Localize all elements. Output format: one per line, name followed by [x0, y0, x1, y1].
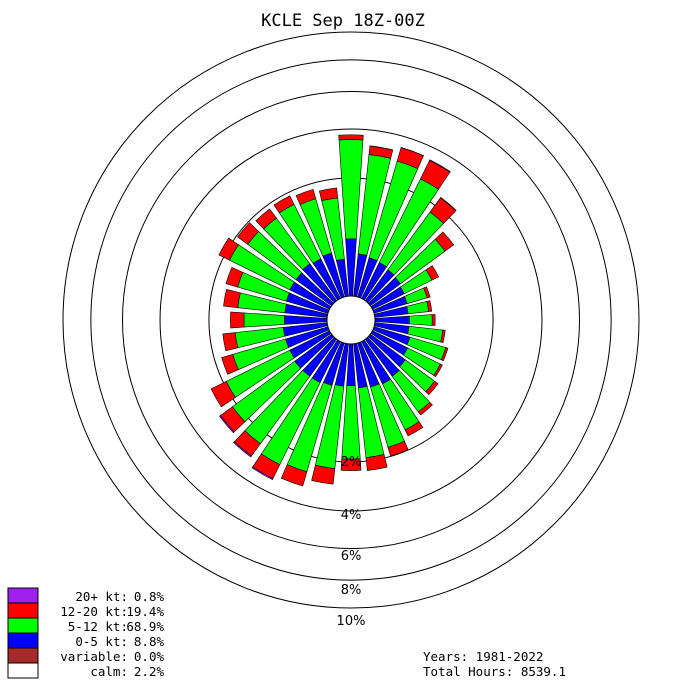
bar-170deg-12-20-kt — [365, 454, 388, 471]
bar-270deg-5-12-kt — [243, 312, 285, 328]
legend-value-12-20: 19.4% — [126, 604, 164, 619]
bar-180deg-12-20-kt — [340, 458, 362, 471]
bar-260deg-12-20-kt — [222, 332, 239, 352]
bar-220deg-20-kt — [233, 441, 252, 458]
legend-item-20plus: 20+ kt: 0.8% — [7, 587, 165, 604]
bar-160deg-12-20-kt — [387, 440, 409, 457]
ring-label-6: 6% — [341, 549, 362, 564]
bar-140deg-12-20-kt — [417, 401, 433, 416]
bar-180deg-5-12-kt — [341, 385, 361, 460]
ring-8-percent — [90, 59, 612, 581]
bar-90deg-5-12-kt — [408, 314, 433, 326]
legend-item-calm: calm: 2.2% — [7, 662, 165, 679]
ring-10-percent — [62, 31, 640, 609]
bar-340deg-12-20-kt — [295, 189, 317, 205]
bar-300deg-12-20-kt — [218, 237, 239, 261]
bar-310deg-12-20-kt — [237, 222, 260, 245]
legend-value-0-5: 8.8% — [134, 634, 165, 649]
bar-90deg-0-5-kt — [374, 315, 410, 325]
legend-value-calm: 2.2% — [134, 664, 165, 679]
ring-6-percent — [122, 91, 580, 549]
bar-130deg-12-20-kt — [425, 380, 439, 396]
bar-110deg-12-20-kt — [440, 347, 449, 362]
ring-label-4: 4% — [341, 508, 362, 523]
legend: 20+ kt: 0.8% 12-20 kt: 19.4% 5-12 kt: 68… — [7, 587, 165, 679]
legend-swatch-20plus — [7, 587, 39, 604]
bar-20deg-20-kt — [400, 147, 424, 157]
legend-swatch-calm — [7, 662, 39, 679]
ring-4-percent — [159, 128, 543, 512]
bar-100deg-12-20-kt — [440, 329, 446, 343]
ring-label-2: 2% — [341, 455, 362, 470]
legend-label-0-5: 0-5 kt: — [75, 634, 128, 649]
bar-320deg-12-20-kt — [255, 208, 277, 230]
legend-item-variable: variable: 0.0% — [7, 647, 165, 664]
bar-270deg-12-20-kt — [230, 311, 245, 329]
legend-value-5-12: 68.9% — [126, 619, 164, 634]
legend-swatch-5-12 — [7, 617, 39, 634]
chart-title: KCLE Sep 18Z-00Z — [261, 11, 425, 31]
legend-label-calm: calm: — [90, 664, 128, 679]
bar-120deg-12-20-kt — [433, 363, 443, 378]
bar-30deg-20-kt — [429, 159, 451, 173]
bar-80deg-12-20-kt — [426, 300, 433, 312]
legend-item-0-5: 0-5 kt: 8.8% — [7, 632, 165, 649]
legend-value-20plus: 0.8% — [134, 589, 165, 604]
ring-label-10: 10% — [337, 614, 366, 629]
legend-swatch-12-20 — [7, 602, 39, 619]
legend-swatch-variable — [7, 647, 39, 664]
legend-label-20plus: 20+ kt: — [75, 589, 128, 604]
bar-230deg-20-kt — [219, 415, 235, 434]
calm-circle — [326, 295, 376, 345]
bar-200deg-12-20-kt — [280, 464, 308, 487]
bar-70deg-12-20-kt — [423, 286, 431, 299]
legend-swatch-0-5 — [7, 632, 39, 649]
bar-250deg-12-20-kt — [221, 353, 239, 375]
bar-10deg-20-kt — [369, 145, 394, 151]
bar-210deg-20-kt — [251, 466, 274, 481]
years-text: Years: 1981-2022 — [423, 649, 543, 664]
bar-60deg-12-20-kt — [425, 265, 440, 281]
legend-value-variable: 0.0% — [134, 649, 165, 664]
bar-40deg-20-kt — [440, 196, 457, 212]
bar-50deg-12-20-kt — [434, 231, 455, 252]
legend-label-12-20: 12-20 kt: — [60, 604, 128, 619]
bar-80deg-5-12-kt — [406, 301, 429, 315]
bar-280deg-12-20-kt — [223, 289, 241, 309]
bar-290deg-12-20-kt — [225, 267, 244, 288]
bar-0deg-5-12-kt — [338, 139, 364, 240]
bar-90deg-12-20-kt — [431, 314, 436, 326]
bar-190deg-12-20-kt — [311, 464, 336, 485]
ring-labels: 2% 4% 6% 8% 10% — [337, 455, 366, 629]
ring-label-8: 8% — [341, 583, 362, 598]
legend-label-variable: variable: — [60, 649, 128, 664]
legend-label-5-12: 5-12 kt: — [68, 619, 128, 634]
total-hours-text: Total Hours: 8539.1 — [423, 664, 566, 679]
bar-0deg-12-20-kt — [338, 134, 364, 141]
legend-item-12-20: 12-20 kt: 19.4% — [7, 602, 164, 619]
bar-330deg-12-20-kt — [273, 195, 295, 214]
bar-150deg-12-20-kt — [404, 421, 424, 437]
bar-350deg-12-20-kt — [318, 187, 339, 202]
legend-item-5-12: 5-12 kt: 68.9% — [7, 617, 164, 634]
bar-240deg-12-20-kt — [210, 380, 236, 408]
info-panel: Years: 1981-2022 Total Hours: 8539.1 — [423, 649, 566, 679]
